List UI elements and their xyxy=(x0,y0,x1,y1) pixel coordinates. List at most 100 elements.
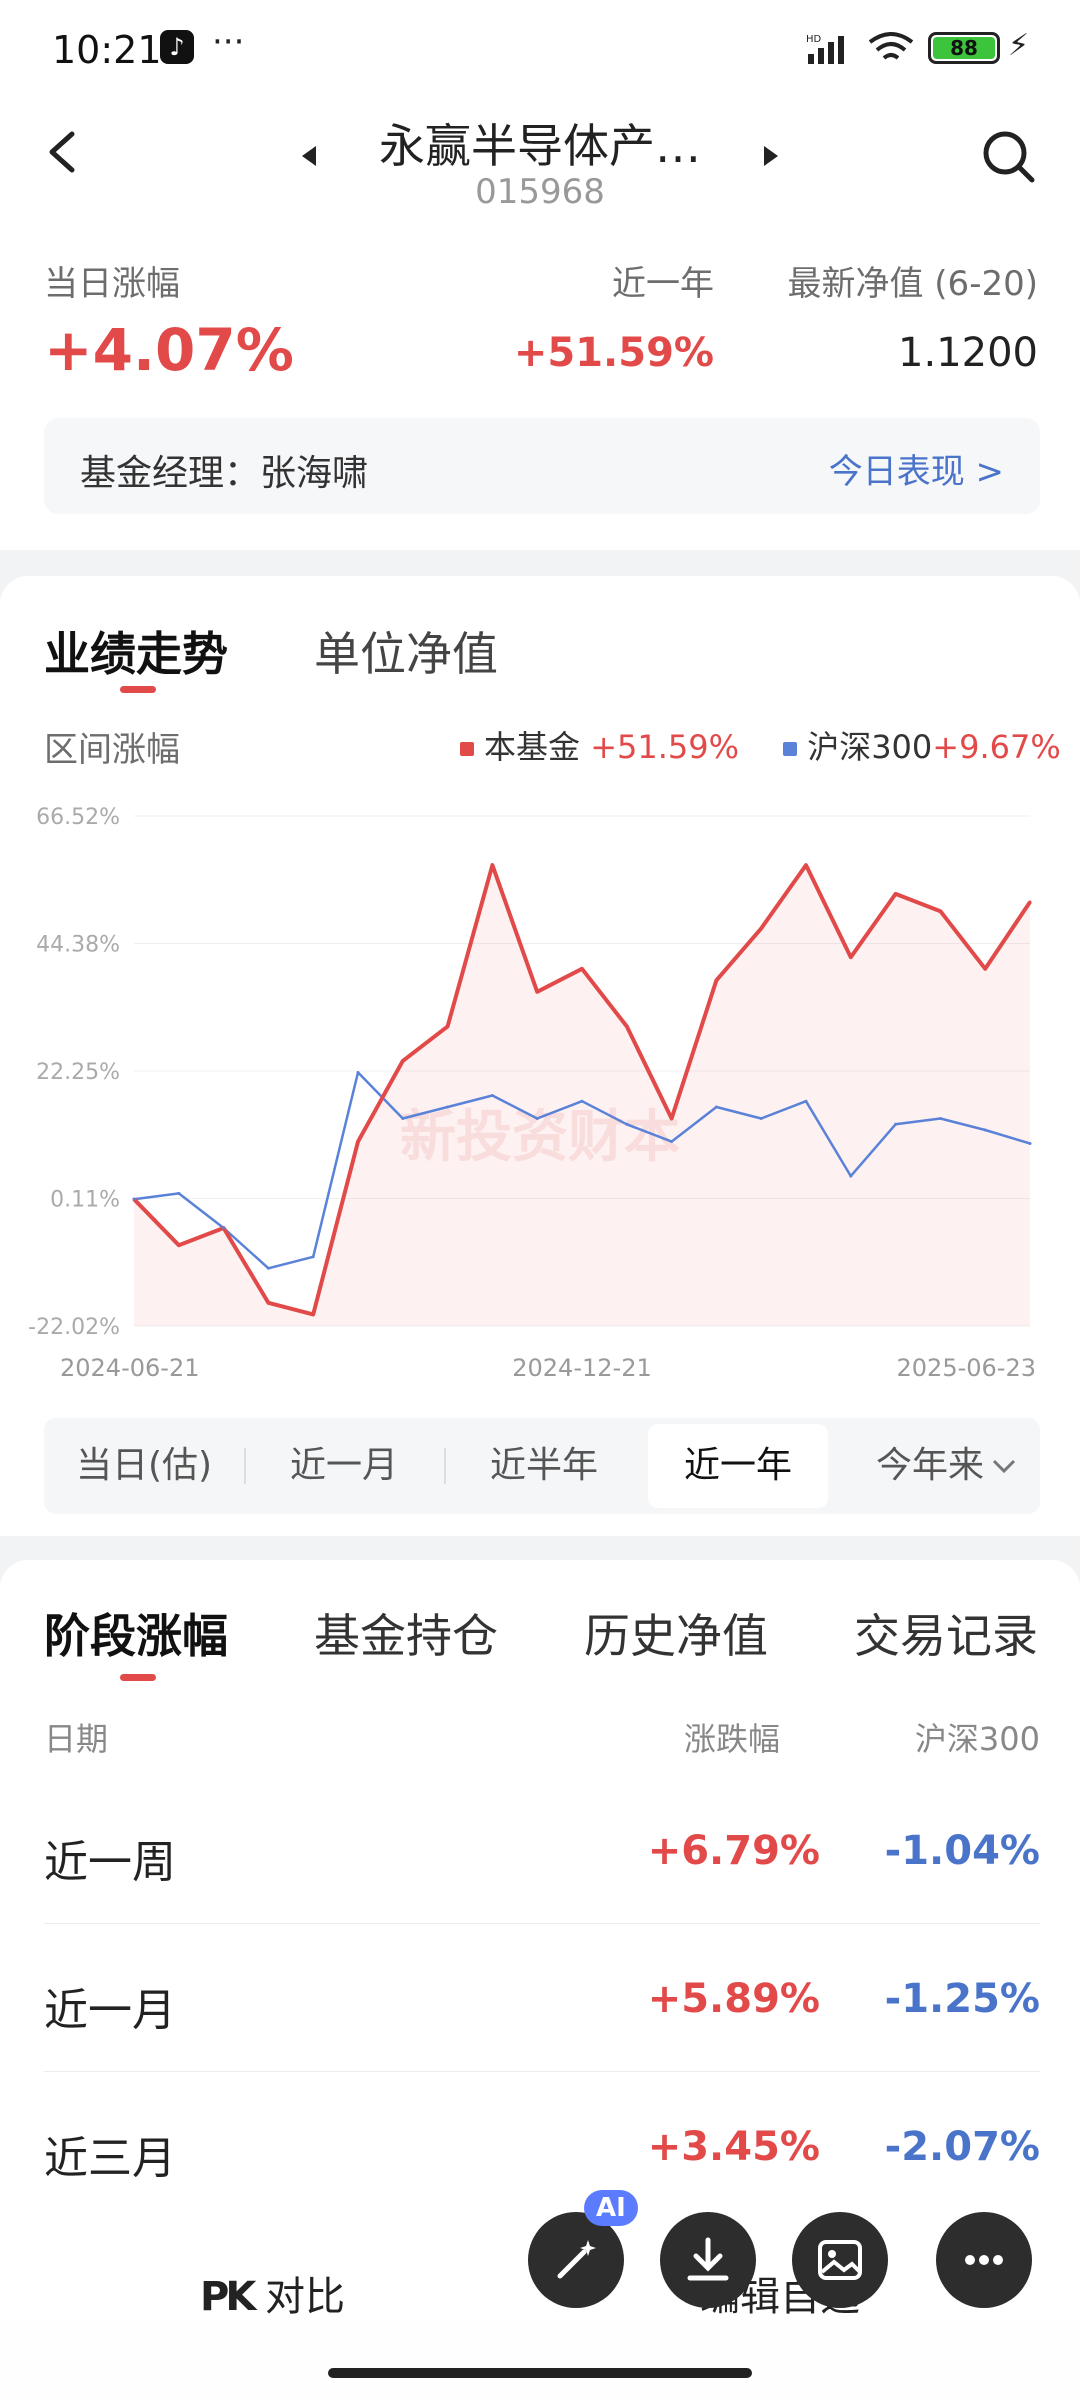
one-year-value: +51.59% xyxy=(513,330,714,376)
fund-data-point xyxy=(670,1117,674,1121)
period-label: 近一月 xyxy=(44,1985,176,2036)
fund-data-point xyxy=(490,863,494,867)
tab-holdings[interactable]: 基金持仓 xyxy=(314,1609,498,1663)
compare-button[interactable]: PK 对比 xyxy=(200,2264,345,2322)
one-year-label: 近一年 xyxy=(612,264,714,304)
back-icon[interactable] xyxy=(40,128,88,176)
fund-data-point xyxy=(938,909,942,913)
legend-fund-value: +51.59% xyxy=(590,728,740,766)
y-tick-label: 0.11% xyxy=(50,1188,120,1213)
segment-1y-active[interactable]: 近一年 xyxy=(648,1424,828,1508)
fund-data-point xyxy=(446,1024,450,1028)
fund-data-point xyxy=(625,1024,629,1028)
index-data-point xyxy=(983,1128,987,1132)
charging-icon: ⚡ xyxy=(1008,28,1030,63)
prev-fund-icon[interactable] xyxy=(298,144,320,168)
column-change: 涨跌幅 xyxy=(683,1720,780,1758)
download-button[interactable] xyxy=(660,2212,756,2308)
bottom-action-bar: PK 对比 编辑自选 xyxy=(0,2190,1080,2400)
fund-data-point xyxy=(266,1301,270,1305)
tab-transactions[interactable]: 交易记录 xyxy=(854,1609,1038,1663)
watermark-text: 新投资财本 xyxy=(400,1105,680,1170)
fund-code: 015968 xyxy=(475,172,605,212)
index-data-point xyxy=(849,1174,853,1178)
fund-summary: 当日涨幅 +4.07% 近一年 +51.59% 最新净值 (6-20) 1.12… xyxy=(0,220,1080,550)
index-data-point xyxy=(894,1122,898,1126)
home-indicator xyxy=(328,2368,752,2378)
index-data-point xyxy=(670,1140,674,1144)
fund-data-point xyxy=(535,990,539,994)
index-data-point xyxy=(1028,1141,1032,1145)
fund-data-point xyxy=(804,863,808,867)
download-icon xyxy=(687,2237,729,2281)
fund-data-point xyxy=(311,1312,315,1316)
index-change: -1.04% xyxy=(884,1828,1040,1874)
signal-icon: HD xyxy=(806,32,856,66)
segment-today-est[interactable]: 当日(估) xyxy=(75,1445,213,1486)
index-data-point xyxy=(759,1117,763,1121)
latest-nav-value: 1.1200 xyxy=(898,330,1038,376)
next-fund-icon[interactable] xyxy=(760,144,782,168)
manager-label: 基金经理：张海啸 xyxy=(80,453,369,494)
index-change: -1.25% xyxy=(884,1976,1040,2022)
chevron-down-icon[interactable] xyxy=(990,1452,1018,1480)
index-data-point xyxy=(311,1255,315,1259)
index-data-point xyxy=(266,1266,270,1270)
index-change: -2.07% xyxy=(884,2124,1040,2170)
ai-badge: AI xyxy=(584,2190,638,2226)
manager-bar[interactable]: 基金经理：张海啸 今日表现 > xyxy=(44,418,1040,514)
fund-area-fill xyxy=(134,865,1030,1326)
y-tick-label: 66.52% xyxy=(36,805,120,830)
index-data-point xyxy=(132,1197,136,1201)
image-button[interactable] xyxy=(792,2212,888,2308)
tab-period-returns[interactable]: 阶段涨幅 xyxy=(44,1609,228,1663)
fund-data-point xyxy=(580,967,584,971)
more-icon xyxy=(965,2255,1003,2265)
fund-data-point xyxy=(1028,900,1032,904)
performance-card: 业绩走势 单位净值 区间涨幅 本基金 +51.59% 沪深300+9.67% 新… xyxy=(0,576,1080,1536)
tab-unit-nav[interactable]: 单位净值 xyxy=(314,627,498,681)
index-data-point xyxy=(222,1226,226,1230)
index-data-point xyxy=(356,1070,360,1074)
table-row: 近一周 +6.79% -1.04% xyxy=(44,1776,1040,1924)
fund-name: 永赢半导体产… xyxy=(379,119,701,173)
segment-ytd[interactable]: 今年来 xyxy=(875,1445,984,1486)
x-tick-label: 2024-12-21 xyxy=(512,1354,651,1382)
index-data-point xyxy=(401,1117,405,1121)
period-label: 近一周 xyxy=(44,1837,176,1888)
table-row: 近三月 +3.45% -2.07% xyxy=(44,2072,1040,2220)
index-data-point xyxy=(804,1099,808,1103)
legend-fund-name: 本基金 xyxy=(484,728,581,766)
magic-wand-icon xyxy=(557,2240,596,2279)
search-icon[interactable] xyxy=(980,128,1036,184)
segment-divider xyxy=(244,1448,246,1484)
index-data-point xyxy=(535,1117,539,1121)
segment-1m[interactable]: 近一月 xyxy=(289,1445,398,1486)
segment-divider xyxy=(444,1448,446,1484)
segment-6m[interactable]: 近半年 xyxy=(489,1445,598,1486)
fund-change: +3.45% xyxy=(647,2124,820,2170)
tiktok-icon: ♪ xyxy=(160,30,194,64)
index-data-point xyxy=(714,1105,718,1109)
today-performance-link[interactable]: 今日表现 > xyxy=(828,452,1004,492)
image-icon xyxy=(818,2240,862,2280)
legend-fund-swatch xyxy=(460,742,474,756)
x-tick-label: 2024-06-21 xyxy=(60,1354,199,1382)
legend-index-swatch xyxy=(783,742,798,756)
more-button[interactable] xyxy=(936,2212,1032,2308)
x-tick-label: 2025-06-23 xyxy=(897,1354,1036,1382)
tab-performance-trend[interactable]: 业绩走势 xyxy=(44,627,228,681)
fund-change: +6.79% xyxy=(647,1828,820,1874)
index-data-point xyxy=(177,1191,181,1195)
fund-data-point xyxy=(177,1243,181,1247)
ai-assistant-button[interactable] xyxy=(528,2212,624,2308)
active-tab-indicator xyxy=(120,686,156,693)
y-tick-label: 22.25% xyxy=(36,1060,120,1085)
fund-data-point xyxy=(401,1059,405,1063)
fund-data-point xyxy=(759,926,763,930)
status-bar: 10:21 ♪ ··· HD 88 ⚡ xyxy=(0,0,1080,100)
status-more-icon: ··· xyxy=(212,22,245,62)
today-change-label: 当日涨幅 xyxy=(44,264,180,304)
today-change-value: +4.07% xyxy=(44,316,294,384)
tab-history-nav[interactable]: 历史净值 xyxy=(584,1609,768,1663)
